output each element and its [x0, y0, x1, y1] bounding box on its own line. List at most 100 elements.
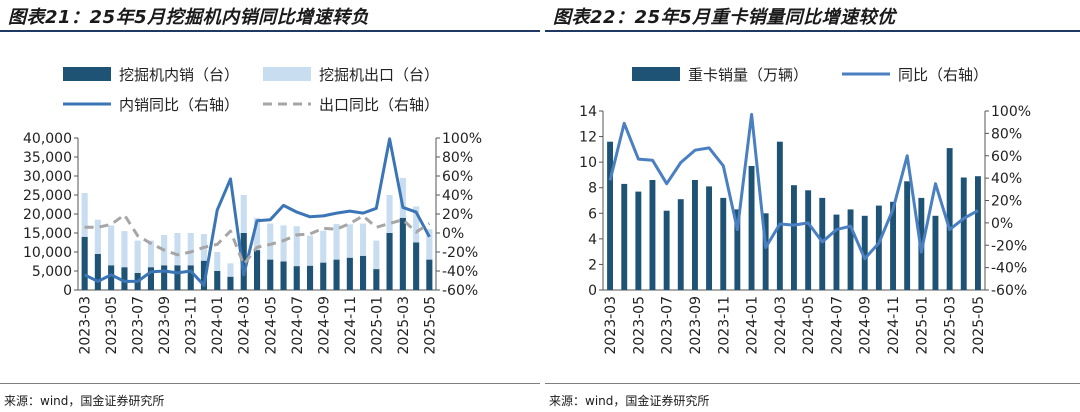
bar	[81, 236, 88, 290]
bar	[621, 183, 628, 290]
bar	[267, 223, 274, 260]
source-rule	[0, 383, 540, 384]
bar	[360, 223, 367, 256]
x-axis-tick-label: 2024-11	[886, 296, 902, 355]
bar	[975, 176, 981, 290]
chart-svg-left: 0 5,000 10,000 15,000 20,000 25,000 30,000 35,0…	[23, 66, 482, 355]
bar	[932, 215, 939, 290]
bar	[161, 265, 168, 290]
x-axis-tick-label: 2024-03	[237, 296, 253, 355]
bar	[904, 181, 911, 290]
bar	[174, 233, 181, 266]
bar	[227, 263, 234, 277]
bar	[134, 240, 141, 273]
bar	[81, 193, 88, 237]
bar	[960, 177, 967, 290]
right-axis-tick-label: 40%	[991, 171, 1022, 187]
series-line	[608, 112, 979, 261]
bar	[635, 191, 642, 290]
bar	[833, 214, 840, 290]
bar	[227, 276, 234, 290]
left-axis-tick-label: 30,000	[23, 169, 72, 185]
legend-swatch	[63, 67, 111, 81]
bar	[214, 271, 221, 290]
right-axis-tick-label: -20%	[991, 238, 1027, 254]
bar	[94, 219, 101, 254]
bar	[748, 166, 755, 290]
bar	[240, 195, 247, 233]
right-axis-tick-label: 60%	[442, 169, 473, 185]
x-axis-tick-label: 2024-09	[316, 296, 332, 355]
left-axis-tick-label: 2	[588, 257, 597, 273]
chart-title: 图表22：25年5月重卡销量同比增速较优	[553, 7, 896, 28]
bar	[307, 235, 314, 266]
bar	[200, 260, 207, 290]
series-line	[83, 137, 431, 287]
source-rule	[545, 383, 1080, 384]
x-axis-tick-label: 2025-05	[971, 296, 987, 355]
legend-label: 挖掘机内销（台）	[119, 66, 239, 84]
right-axis-tick-label: 60%	[991, 149, 1022, 165]
left-axis-tick-label: 25,000	[23, 188, 72, 204]
x-axis-tick-label: 2025-05	[422, 296, 438, 355]
bar	[254, 250, 261, 290]
bar	[875, 205, 882, 290]
bar	[108, 225, 115, 266]
series-line	[84, 213, 431, 266]
legend-label: 出口同比（右轴）	[319, 96, 439, 114]
bar	[413, 242, 420, 290]
right-axis-tick-label: -40%	[442, 264, 478, 280]
chart-panel-right: 图表22：25年5月重卡销量同比增速较优 0 2 4 6 8 10 12 14 -60% -40%…	[545, 0, 1080, 412]
bar	[346, 257, 353, 290]
x-axis-tick-label: 2023-11	[184, 296, 200, 355]
bar	[254, 217, 261, 251]
bar	[187, 233, 194, 266]
right-axis-tick-label: -20%	[442, 245, 478, 261]
right-axis-tick-label: 20%	[991, 194, 1022, 210]
bar	[847, 209, 854, 290]
left-axis-tick-label: 8	[588, 181, 597, 197]
bar	[121, 267, 128, 290]
x-axis-tick-label: 2023-07	[131, 296, 147, 355]
x-axis-tick-label: 2023-03	[603, 296, 619, 355]
title-rule	[0, 30, 540, 32]
legend-label: 挖掘机出口（台）	[319, 66, 439, 84]
x-axis-tick-label: 2023-05	[631, 296, 647, 355]
x-axis-tick-label: 2025-03	[396, 296, 412, 355]
bar	[386, 233, 393, 290]
bar	[677, 199, 684, 290]
bar	[692, 180, 698, 290]
chart-svg-right: 0 2 4 6 8 10 12 14 -60% -40% -20% 0% 20% 40% 60% 80% 100…	[579, 66, 1031, 355]
bar	[108, 265, 115, 290]
bar	[649, 180, 656, 290]
bar	[791, 185, 797, 290]
right-axis-tick-label: 80%	[442, 150, 473, 166]
right-axis-tick-label: 40%	[442, 188, 473, 204]
legend-label: 同比（右轴）	[898, 66, 988, 84]
right-axis-tick-label: 80%	[991, 126, 1022, 142]
left-axis-tick-label: 40,000	[23, 131, 72, 147]
x-axis-tick-label: 2023-09	[157, 296, 173, 355]
left-axis-tick-label: 10	[579, 155, 597, 171]
left-axis-tick-label: 0	[63, 283, 72, 299]
left-axis-tick-label: 12	[579, 130, 597, 146]
left-axis-tick-label: 4	[588, 232, 597, 248]
left-axis-tick-label: 20,000	[23, 207, 72, 223]
right-axis-tick-label: 0%	[442, 226, 464, 242]
left-axis-tick-label: 0	[588, 283, 597, 299]
bar	[307, 265, 314, 290]
x-axis-tick-label: 2024-05	[263, 296, 279, 355]
right-axis-tick-label: 0%	[991, 216, 1013, 232]
bar	[663, 210, 670, 290]
bar	[946, 148, 953, 290]
bar	[174, 265, 181, 290]
bar	[320, 230, 327, 263]
x-axis-tick-label: 2024-07	[829, 296, 845, 355]
bar	[399, 177, 406, 218]
right-axis-tick-label: -40%	[991, 261, 1027, 277]
legend-swatch	[263, 67, 311, 81]
bar	[280, 261, 287, 290]
bar	[333, 259, 340, 290]
x-axis-tick-label: 2023-07	[660, 296, 676, 355]
bar	[413, 206, 420, 243]
